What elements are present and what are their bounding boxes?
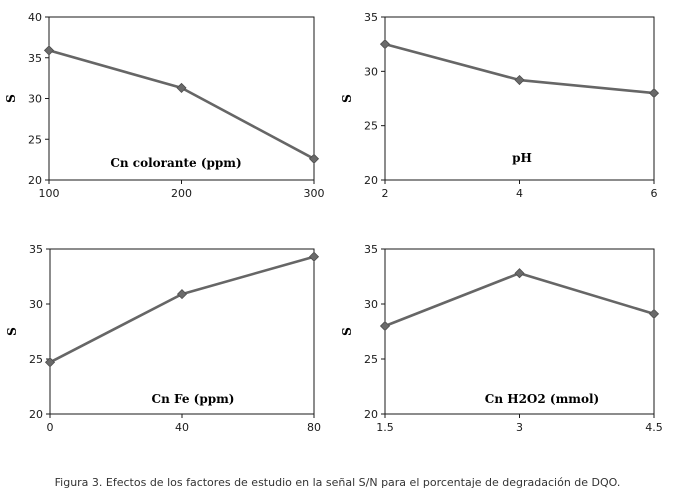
panel-annotation: Cn H2O2 (mmol) <box>485 392 599 406</box>
data-point-marker <box>43 45 55 56</box>
y-axis-label: S <box>4 94 18 103</box>
y-tick-label: 25 <box>29 353 43 366</box>
x-tick-label: 3 <box>516 421 523 434</box>
data-point-marker <box>379 39 391 50</box>
data-point-marker <box>648 88 660 99</box>
x-tick-label: 4.5 <box>645 421 663 434</box>
y-tick-label: 20 <box>364 408 378 421</box>
data-point-marker <box>308 153 320 164</box>
chart-panel-2: 20 25 30 35 2 4 6 SpH <box>340 11 660 200</box>
data-point-marker <box>176 82 187 93</box>
x-tick-label: 2 <box>382 187 389 200</box>
data-point-marker <box>44 357 56 368</box>
figure-caption: Figura 3. Efectos de los factores de est… <box>54 476 621 489</box>
y-tick-label: 25 <box>28 133 42 146</box>
data-point-marker <box>176 289 188 300</box>
chart-panel-3: 20 25 30 35 0 40 80 S Cn Fe (ppm) <box>5 243 321 434</box>
y-tick-label: 20 <box>29 408 43 421</box>
y-tick-label: 25 <box>364 353 378 366</box>
y-tick-label: 25 <box>364 120 378 133</box>
chart-panel-4: 20 25 30 35 1.5 3 4.5 S Cn H2O2 (mmol) <box>340 243 663 434</box>
data-point-marker <box>379 320 391 332</box>
x-tick-label: 40 <box>175 421 189 434</box>
data-point-marker <box>514 74 525 86</box>
series-line <box>48 49 315 160</box>
y-tick-label: 35 <box>364 243 378 256</box>
y-axis-label: S <box>5 327 19 336</box>
series-line <box>384 271 655 328</box>
panel-annotation: Cn colorante (ppm) <box>110 156 241 170</box>
x-tick-label: 80 <box>307 421 321 434</box>
y-tick-label: 30 <box>364 298 378 311</box>
y-tick-label: 30 <box>28 93 42 106</box>
y-tick-label: 30 <box>364 65 378 78</box>
panel-annotation: pH <box>512 151 532 165</box>
x-tick-label: 4 <box>516 187 523 200</box>
series-line <box>49 255 315 364</box>
x-tick-label: 0 <box>47 421 54 434</box>
y-tick-label: 40 <box>28 11 42 24</box>
y-tick-label: 20 <box>28 174 42 187</box>
y-tick-label: 35 <box>364 11 378 24</box>
x-tick-label: 1.5 <box>376 421 394 434</box>
x-tick-label: 300 <box>304 187 325 200</box>
y-axis-label: S <box>340 327 354 336</box>
x-tick-label: 200 <box>171 187 192 200</box>
y-tick-label: 35 <box>29 243 43 256</box>
series-line <box>384 42 655 95</box>
y-axis-label: S <box>340 94 354 103</box>
panel-annotation: Cn Fe (ppm) <box>152 392 235 406</box>
chart-panel-1: 20 25 30 35 40 100 200 300 S Cn colorante (ppm) <box>4 11 325 200</box>
data-point-marker <box>308 251 320 262</box>
data-point-marker <box>648 308 660 319</box>
x-tick-label: 100 <box>39 187 60 200</box>
x-tick-label: 6 <box>651 187 658 200</box>
y-tick-label: 20 <box>364 174 378 187</box>
data-point-marker <box>514 268 525 279</box>
plot-frame <box>49 248 315 415</box>
y-tick-label: 30 <box>29 298 43 311</box>
y-tick-label: 35 <box>28 52 42 65</box>
